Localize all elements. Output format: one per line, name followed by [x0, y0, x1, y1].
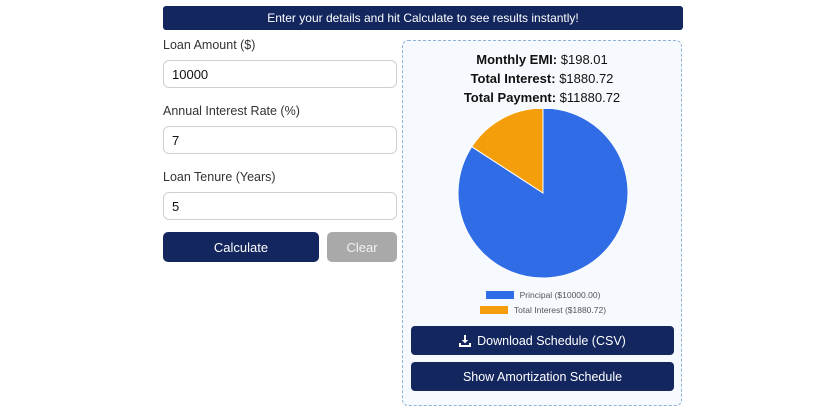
total-payment-value: $11880.72	[559, 90, 621, 105]
legend-swatch	[485, 290, 514, 299]
pie-slice-interest	[471, 107, 544, 194]
form-buttons: Calculate Clear	[163, 232, 397, 262]
chart-legend: Principal ($10000.00) Total Interest ($18…	[403, 287, 683, 317]
info-banner: Enter your details and hit Calculate to …	[163, 6, 683, 30]
download-icon	[459, 334, 472, 347]
interest-rate-input[interactable]	[163, 126, 397, 154]
total-payment: Total Payment: $11880.72	[403, 90, 681, 109]
monthly-emi: Monthly EMI: $198.01	[403, 52, 681, 71]
banner-text: Enter your details and hit Calculate to …	[267, 11, 579, 25]
tenure-label: Loan Tenure (Years)	[163, 170, 276, 184]
total-interest-value: $1880.72	[559, 71, 614, 86]
loan-amount-input[interactable]	[163, 60, 397, 88]
legend-interest: Total Interest ($1880.72)	[403, 302, 683, 317]
calculate-button[interactable]: Calculate	[163, 232, 319, 262]
legend-label: Total Interest ($1880.72)	[513, 304, 607, 315]
loan-form: Loan Amount ($) Annual Interest Rate (%)…	[163, 38, 397, 262]
total-payment-label: Total Payment:	[463, 90, 557, 105]
monthly-emi-value: $198.01	[560, 52, 608, 67]
tenure-input[interactable]	[163, 192, 397, 220]
legend-label: Principal ($10000.00)	[519, 289, 601, 300]
clear-button[interactable]: Clear	[327, 232, 397, 262]
show-amortization-button[interactable]: Show Amortization Schedule	[411, 362, 674, 391]
results-summary: Monthly EMI: $198.01 Total Interest: $18…	[403, 52, 681, 109]
download-csv-button[interactable]: Download Schedule (CSV)	[411, 326, 674, 355]
loan-amount-label: Loan Amount ($)	[163, 38, 256, 52]
pie-chart	[403, 107, 683, 284]
legend-swatch	[479, 305, 508, 314]
pie-chart-svg	[457, 107, 629, 279]
total-interest-label: Total Interest:	[470, 71, 556, 86]
total-interest: Total Interest: $1880.72	[403, 71, 681, 90]
legend-principal: Principal ($10000.00)	[403, 287, 683, 302]
monthly-emi-label: Monthly EMI:	[476, 52, 558, 67]
download-csv-label: Download Schedule (CSV)	[477, 333, 626, 348]
interest-rate-label: Annual Interest Rate (%)	[163, 104, 300, 118]
results-panel: Monthly EMI: $198.01 Total Interest: $18…	[402, 40, 682, 406]
